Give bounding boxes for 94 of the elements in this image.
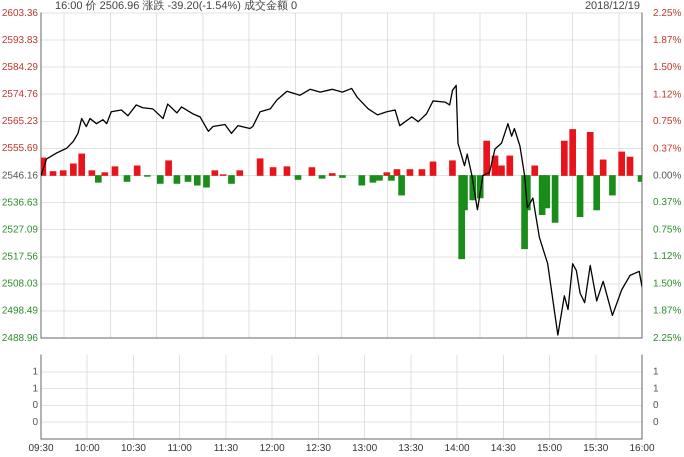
bar [586,132,594,176]
x-tick-label: 10:30 [120,442,146,454]
y-tick-label: 2584.29 [2,62,38,73]
y2-tick-label: 0.00% [653,170,682,182]
x-tick-label: 14:30 [490,442,516,454]
bar [194,175,201,186]
bar [228,175,235,184]
x-tick-label: 15:30 [583,442,609,454]
y2-tick-label: 2.25% [653,8,682,19]
y-tick-label: 2498.49 [2,306,38,317]
y-tick-label: 2517.56 [2,252,38,262]
y-tick-label: 2488.96 [2,332,38,344]
y2-tick-label: 1.87% [653,305,682,316]
y2-tick-label: 2.25% [653,332,682,344]
bar [134,166,140,176]
bar [388,175,395,181]
y-tick-label: 2546.16 [2,170,38,182]
y2-tick-label: 1 [653,383,659,394]
bar [576,175,584,218]
bar [78,154,86,176]
y-tick-label: 2574.76 [2,89,38,100]
y-tick-label: 0 [32,416,38,428]
bar [398,175,405,196]
bar [165,160,172,176]
y2-tick-label: 1.12% [653,251,682,262]
bar [531,166,538,176]
y-tick-label: 2593.83 [2,34,38,46]
bar [70,164,77,176]
x-tick-label: 09:30 [28,442,54,454]
bar [294,175,302,180]
bar [308,167,316,176]
bar [284,166,290,176]
y-tick-label: 1 [32,366,38,378]
bar [552,175,558,223]
x-tick-label: 10:00 [74,442,100,454]
bar [561,140,568,176]
x-tick-label: 14:00 [444,442,470,454]
bar [339,175,346,178]
bar [430,162,436,176]
y2-tick-label: 1.12% [653,89,682,100]
bar [184,175,192,182]
x-tick-label: 12:30 [306,442,332,454]
bar [101,172,108,176]
bar [318,175,326,179]
bar [449,160,456,176]
y2-tick-label: 0.75% [653,224,682,236]
y-tick-label: 2603.36 [2,8,38,19]
y2-tick-label: 0 [653,416,659,428]
y-tick-label: 0 [32,400,38,412]
y-tick-label: 1 [32,383,38,394]
bar [593,175,600,210]
bar [358,175,366,186]
bar [212,170,218,176]
bar [88,170,96,176]
x-tick-label: 12:00 [260,442,286,454]
y-tick-label: 2508.03 [2,278,38,290]
bar [406,169,414,176]
y2-tick-label: 1.87% [653,35,682,46]
bar [600,160,606,176]
bar [94,175,102,183]
bar [256,158,264,176]
bar [50,171,56,176]
y2-tick-label: 0.37% [653,196,682,208]
y2-tick-label: 1.50% [653,62,682,73]
bar [418,169,426,176]
bar [609,175,616,196]
y-tick-label: 2555.69 [2,143,38,154]
bar [60,170,67,176]
bar [569,129,576,176]
bar [394,169,400,176]
bar [236,170,244,176]
x-tick-label: 11:30 [214,442,238,454]
bar [174,175,180,184]
x-tick-label: 13:00 [352,442,378,454]
bar [112,166,118,176]
x-tick-label: 13:30 [398,442,424,454]
chart-title: 16:00 价 2506.96 涨跌 -39.20(-1.54%) 成交金额 0 [55,0,298,13]
bar [156,175,164,184]
x-tick-label: 11:00 [168,442,192,454]
y-tick-label: 2565.23 [2,116,38,128]
bar [270,167,276,176]
bar [328,173,336,176]
y2-tick-label: 1 [653,366,659,378]
y-tick-label: 2527.09 [2,224,38,236]
x-tick-label: 15:00 [537,442,562,454]
y2-tick-label: 0 [653,400,659,412]
chart-subtitle: 2018/12/19 [584,0,640,13]
y-tick-label: 2536.63 [2,197,38,208]
y2-tick-label: 1.50% [653,278,682,290]
y2-tick-label: 0.75% [653,116,682,128]
x-tick-label: 16:00 [629,442,655,454]
y2-tick-label: 0.37% [653,144,682,155]
bar [124,175,130,182]
bar [203,175,210,188]
